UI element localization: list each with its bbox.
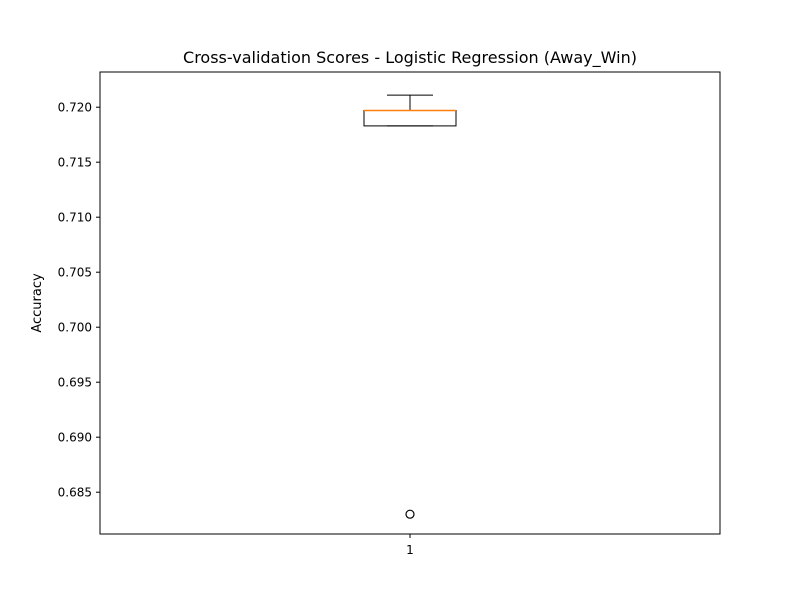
y-tick-label: 0.720 [58,101,92,115]
y-tick-label: 0.685 [58,486,92,500]
y-tick-label: 0.695 [58,376,92,390]
y-tick-label: 0.705 [58,266,92,280]
y-tick-label: 0.710 [58,211,92,225]
y-axis-label: Accuracy [30,273,45,333]
x-axis-ticks: 1 [406,534,414,557]
y-tick-label: 0.715 [58,156,92,170]
y-axis-ticks: 0.685 0.690 0.695 0.700 0.705 0.710 0.715 0.720 [58,101,100,500]
plot-frame [99,71,721,535]
chart-title: Cross-validation Scores - Logistic Regre… [183,48,637,68]
outlier-point [405,509,415,519]
box-series [363,94,457,519]
y-tick-label: 0.690 [58,431,92,445]
y-tick-label: 0.700 [58,321,92,335]
x-tick-label: 1 [406,543,414,557]
